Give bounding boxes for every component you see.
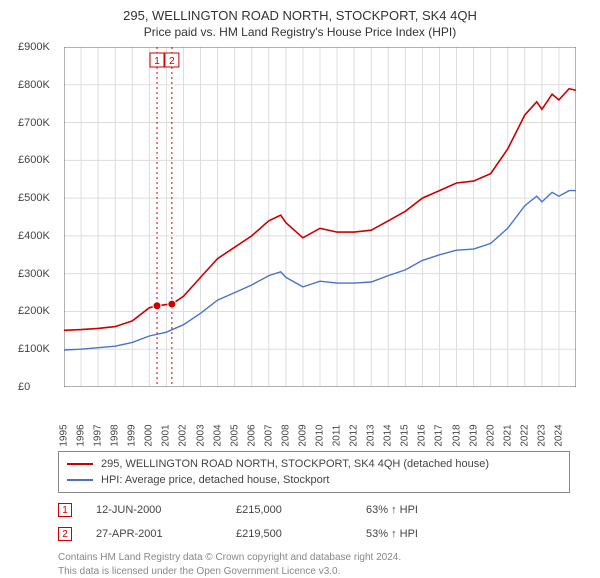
y-tick-label: £100K — [18, 343, 50, 355]
y-tick-label: £300K — [18, 268, 50, 280]
x-tick-label: 2005 — [229, 424, 240, 446]
transaction-row-1: 1 12-JUN-2000 £215,000 63% ↑ HPI — [58, 503, 586, 517]
legend: 295, WELLINGTON ROAD NORTH, STOCKPORT, S… — [58, 451, 570, 493]
legend-swatch-property — [67, 463, 93, 465]
line-chart: 12 — [64, 47, 576, 387]
y-tick-label: £0 — [18, 381, 30, 393]
x-tick-label: 2000 — [144, 424, 155, 446]
y-tick-label: £900K — [18, 41, 50, 53]
x-tick-label: 2003 — [195, 424, 206, 446]
plot-area: £0 £100K £200K £300K £400K £500K £600K £700K £80… — [20, 45, 580, 415]
transaction-price-1: £215,000 — [236, 504, 366, 516]
x-tick-label: 2022 — [519, 424, 530, 446]
transaction-pct-1: 63% ↑ HPI — [366, 504, 486, 516]
x-tick-label: 2001 — [161, 424, 172, 446]
x-tick-label: 1998 — [110, 424, 121, 446]
footer-line-1: Contains HM Land Registry data © Crown c… — [58, 551, 586, 565]
x-tick-label: 2007 — [263, 424, 274, 446]
y-tick-label: £800K — [18, 79, 50, 91]
legend-swatch-hpi — [67, 479, 93, 481]
marker-box-1: 1 — [58, 503, 72, 517]
x-tick-label: 2020 — [485, 424, 496, 446]
footer-line-2: This data is licensed under the Open Gov… — [58, 565, 586, 578]
x-tick-label: 2016 — [417, 424, 428, 446]
x-tick-label: 2021 — [502, 424, 513, 446]
x-tick-label: 1997 — [93, 424, 104, 446]
x-tick-label: 1996 — [76, 424, 87, 446]
x-tick-label: 2012 — [349, 424, 360, 446]
svg-text:2: 2 — [169, 56, 175, 67]
chart-subtitle: Price paid vs. HM Land Registry's House … — [14, 25, 586, 39]
y-tick-label: £400K — [18, 230, 50, 242]
y-tick-label: £500K — [18, 192, 50, 204]
marker-box-2: 2 — [58, 527, 72, 541]
y-tick-label: £200K — [18, 305, 50, 317]
transaction-pct-2: 53% ↑ HPI — [366, 528, 486, 540]
transaction-date-2: 27-APR-2001 — [96, 528, 236, 540]
x-tick-label: 2013 — [366, 424, 377, 446]
transaction-date-1: 12-JUN-2000 — [96, 504, 236, 516]
legend-item-hpi: HPI: Average price, detached house, Stoc… — [67, 472, 561, 488]
x-tick-label: 2015 — [400, 424, 411, 446]
x-tick-label: 2011 — [332, 425, 343, 447]
legend-label-property: 295, WELLINGTON ROAD NORTH, STOCKPORT, S… — [101, 458, 489, 470]
chart-title: 295, WELLINGTON ROAD NORTH, STOCKPORT, S… — [14, 8, 586, 23]
x-tick-label: 1995 — [59, 424, 70, 446]
x-tick-label: 2024 — [553, 424, 564, 446]
legend-label-hpi: HPI: Average price, detached house, Stoc… — [101, 474, 330, 486]
x-tick-label: 1999 — [127, 424, 138, 446]
x-tick-label: 2002 — [178, 424, 189, 446]
x-tick-label: 2019 — [468, 424, 479, 446]
legend-item-property: 295, WELLINGTON ROAD NORTH, STOCKPORT, S… — [67, 456, 561, 472]
x-tick-label: 2018 — [451, 424, 462, 446]
x-tick-label: 2017 — [434, 424, 445, 446]
y-tick-label: £600K — [18, 154, 50, 166]
x-tick-label: 2004 — [212, 424, 223, 446]
x-tick-label: 2008 — [280, 424, 291, 446]
y-tick-label: £700K — [18, 117, 50, 129]
svg-text:1: 1 — [154, 56, 160, 67]
x-tick-label: 2006 — [246, 424, 257, 446]
x-tick-label: 2023 — [536, 424, 547, 446]
transaction-row-2: 2 27-APR-2001 £219,500 53% ↑ HPI — [58, 527, 586, 541]
x-tick-label: 2014 — [383, 424, 394, 446]
x-tick-label: 2010 — [315, 424, 326, 446]
transaction-price-2: £219,500 — [236, 528, 366, 540]
footer: Contains HM Land Registry data © Crown c… — [58, 551, 586, 578]
x-tick-label: 2009 — [297, 424, 308, 446]
